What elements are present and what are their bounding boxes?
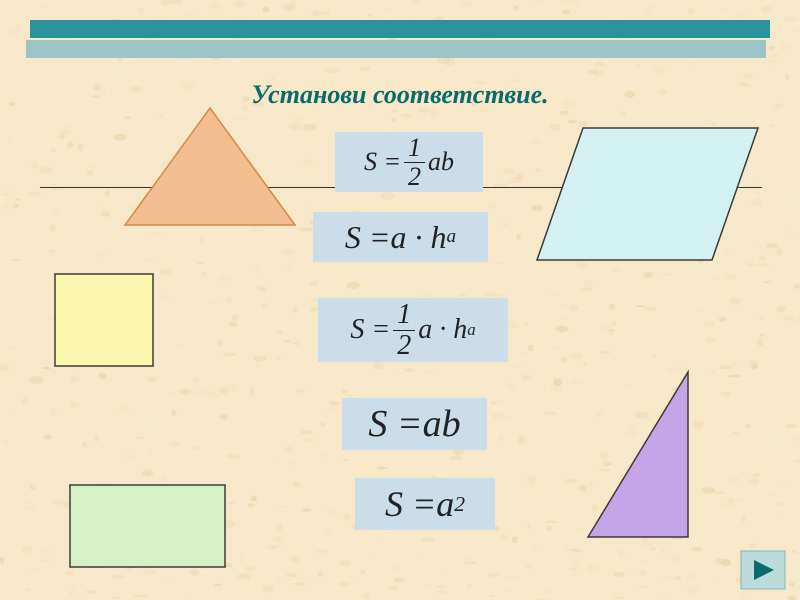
formula-f1[interactable]: S = 12ab (335, 132, 483, 192)
page-title: Установи соответствие. (0, 80, 800, 110)
formula-f2[interactable]: S = a · ha (313, 212, 488, 262)
next-arrow-icon (740, 550, 786, 590)
header-bar (26, 40, 766, 58)
header-bar (30, 20, 770, 38)
formula-f3[interactable]: S = 12a · ha (318, 298, 508, 362)
formula-f5[interactable]: S = a2 (355, 478, 495, 530)
next-button[interactable] (740, 550, 786, 595)
slide-canvas: Установи соответствие. S = 12ab S = a · h… (0, 0, 800, 600)
formula-f4[interactable]: S = ab (342, 398, 487, 450)
shape-rectangle[interactable] (70, 485, 225, 567)
shape-square[interactable] (55, 274, 153, 366)
